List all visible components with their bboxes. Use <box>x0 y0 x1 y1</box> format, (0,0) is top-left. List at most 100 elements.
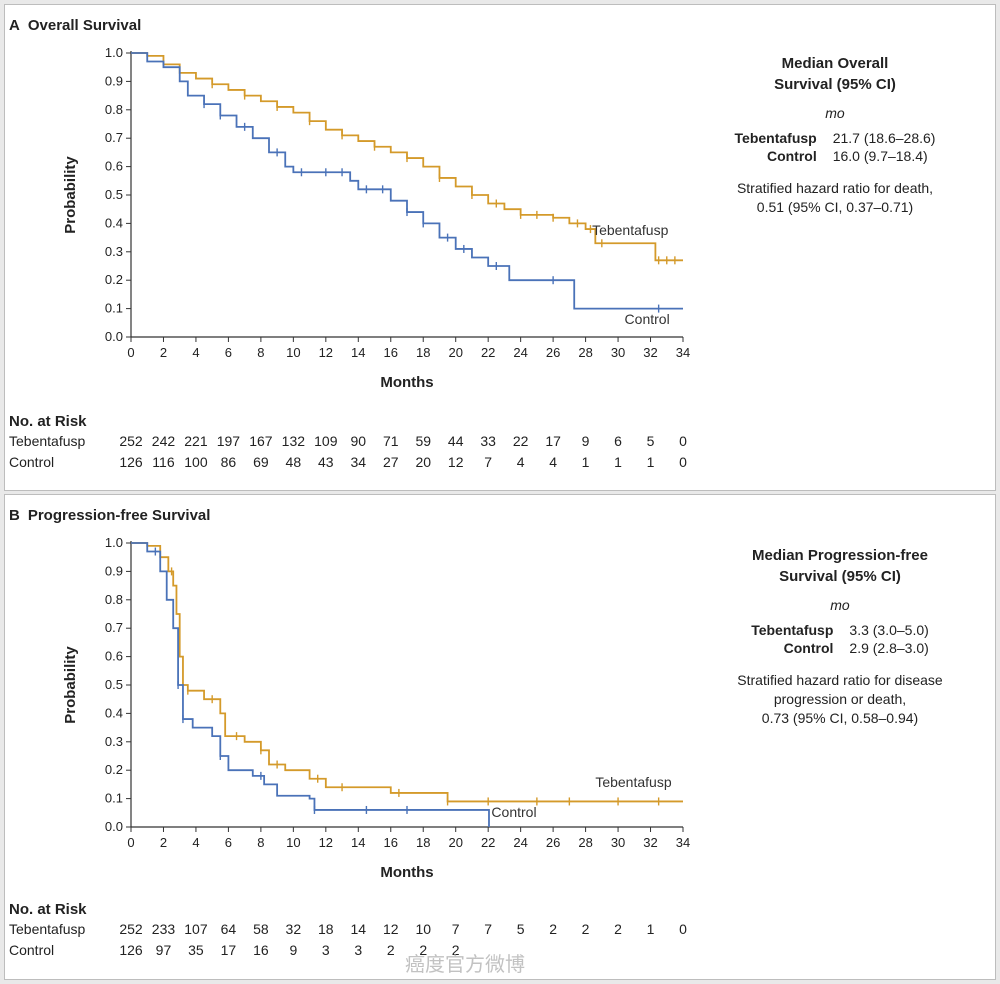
risk-value: 9 <box>581 433 590 449</box>
risk-value: 233 <box>151 921 176 937</box>
risk-value: 0 <box>679 921 687 937</box>
x-tick-label: 0 <box>127 835 134 850</box>
y-axis-title: Probability <box>62 156 79 234</box>
series-line-control <box>131 52 683 310</box>
y-tick-label: 0.5 <box>105 187 123 202</box>
x-tick-label: 24 <box>513 345 527 360</box>
x-tick-label: 6 <box>225 345 232 360</box>
x-tick-label: 8 <box>257 345 264 360</box>
median-header-line-1: Median Progression-free <box>752 547 928 564</box>
y-tick-label: 0.4 <box>105 705 123 720</box>
x-tick-label: 12 <box>319 835 333 850</box>
risk-value: 4 <box>549 454 557 470</box>
x-tick-label: 20 <box>448 345 462 360</box>
y-tick-label: 0.2 <box>105 272 123 287</box>
risk-value: 48 <box>285 454 302 470</box>
x-tick-label: 20 <box>448 835 462 850</box>
x-tick-label: 32 <box>643 345 657 360</box>
median-row: Tebentafusp 21.7 (18.6–28.6) <box>727 129 944 147</box>
panel-a: A Overall Survival 0.0 0.1 0.2 0.3 0.4 0.5 0.6 0… <box>4 4 996 491</box>
risk-value: 126 <box>119 454 143 470</box>
y-tick-label: 0.8 <box>105 592 123 607</box>
progression-free-survival-chart: 0.00.10.20.30.40.50.60.70.80.91.00 2 4 6 8 10… <box>62 535 690 881</box>
x-tick-label: 22 <box>481 835 495 850</box>
risk-row-label: Tebentafusp <box>9 433 86 449</box>
risk-value: 17 <box>220 942 237 958</box>
risk-value: 34 <box>350 454 367 470</box>
risk-row-tebentafusp: Tebentafusp 252 233 107 64 58 32 18 14 12 10 7 7 5 2 2… <box>9 921 699 942</box>
risk-value: 3 <box>354 942 363 958</box>
risk-value: 64 <box>220 921 237 937</box>
median-table: Tebentafusp 21.7 (18.6–28.6) Control 16.0 … <box>727 129 944 165</box>
x-tick-label: 28 <box>578 345 592 360</box>
x-tick-label: 6 <box>225 835 232 850</box>
x-tick-label: 0 <box>127 345 134 360</box>
panel-b: B Progression-free Survival 0.0 0.1 0.2 0.3 0… <box>4 494 996 980</box>
risk-value: 14 <box>350 921 367 937</box>
risk-value: 97 <box>155 942 172 958</box>
y-tick-label: 0.4 <box>105 215 123 230</box>
risk-value: 12 <box>447 454 464 470</box>
median-group: Tebentafusp <box>734 130 817 146</box>
median-summary: Median Progression-free Survival (95% CI… <box>685 545 995 728</box>
median-row: Control 2.9 (2.8–3.0) <box>743 639 937 657</box>
panel-title-text: Progression-free Survival <box>27 507 211 524</box>
risk-header: No. at Risk <box>9 413 87 430</box>
x-tick-label: 30 <box>611 835 625 850</box>
risk-row-tebentafusp: Tebentafusp 252 242 221 197 167 132 109 90 71 59 4… <box>9 433 699 454</box>
panel-title: A Overall Survival <box>9 17 141 34</box>
risk-value: 221 <box>184 433 208 449</box>
risk-value: 109 <box>314 433 338 449</box>
risk-value: 3 <box>321 942 330 958</box>
risk-value: 2 <box>614 921 622 937</box>
risk-value: 20 <box>415 454 432 470</box>
y-tick-label: 0.0 <box>105 819 123 834</box>
x-tick-label: 2 <box>160 345 167 360</box>
series-line-control <box>131 542 490 827</box>
series-label: Control <box>625 311 670 327</box>
y-tick-label: 0.2 <box>105 762 123 777</box>
median-row: Tebentafusp 3.3 (3.0–5.0) <box>743 621 937 639</box>
x-tick-label: 4 <box>192 835 199 850</box>
risk-value: 1 <box>646 921 655 937</box>
risk-value: 132 <box>281 433 306 449</box>
x-tick-label: 12 <box>319 345 333 360</box>
panel-title-text: Overall Survival <box>27 17 142 34</box>
hazard-line: Stratified hazard ratio for disease <box>737 672 943 688</box>
y-tick-label: 0.7 <box>105 620 123 635</box>
x-axis-title: Months <box>380 864 433 881</box>
series-label: Tebentafusp <box>595 774 671 790</box>
x-tick-label: 26 <box>546 835 560 850</box>
risk-value: 167 <box>249 433 273 449</box>
y-tick-label: 0.9 <box>105 563 123 578</box>
x-tick-label: 26 <box>546 345 560 360</box>
risk-row-label: Control <box>9 454 55 470</box>
median-header-line-1: Median Overall <box>781 55 889 72</box>
series-label: Control <box>491 804 536 820</box>
median-value: 16.0 (9.7–18.4) <box>832 148 928 164</box>
median-group: Control <box>783 640 834 656</box>
risk-value: 126 <box>119 942 143 958</box>
risk-value: 5 <box>516 921 525 937</box>
risk-value: 2 <box>386 942 395 958</box>
risk-value: 71 <box>382 433 399 449</box>
risk-value: 59 <box>415 433 432 449</box>
median-unit: mo <box>830 597 850 613</box>
y-tick-label: 0.6 <box>105 649 123 664</box>
risk-value: 2 <box>581 921 590 937</box>
hazard-ratio: Stratified hazard ratio for disease prog… <box>685 671 995 728</box>
risk-row-label: Tebentafusp <box>9 921 86 937</box>
x-tick-label: 24 <box>513 835 527 850</box>
risk-value: 1 <box>614 454 622 470</box>
risk-value: 7 <box>451 921 460 937</box>
y-tick-label: 0.6 <box>105 159 123 174</box>
panel-letter: B <box>9 507 20 524</box>
x-axis-title: Months <box>380 374 433 391</box>
x-tick-label: 34 <box>676 345 690 360</box>
median-summary: Median Overall Survival (95% CI) mo Tebe… <box>685 53 985 217</box>
x-tick-label: 14 <box>351 835 365 850</box>
risk-value: 9 <box>289 942 298 958</box>
risk-value: 86 <box>220 454 237 470</box>
x-tick-label: 16 <box>384 345 398 360</box>
median-header-line-2: Survival (95% CI) <box>774 76 896 93</box>
